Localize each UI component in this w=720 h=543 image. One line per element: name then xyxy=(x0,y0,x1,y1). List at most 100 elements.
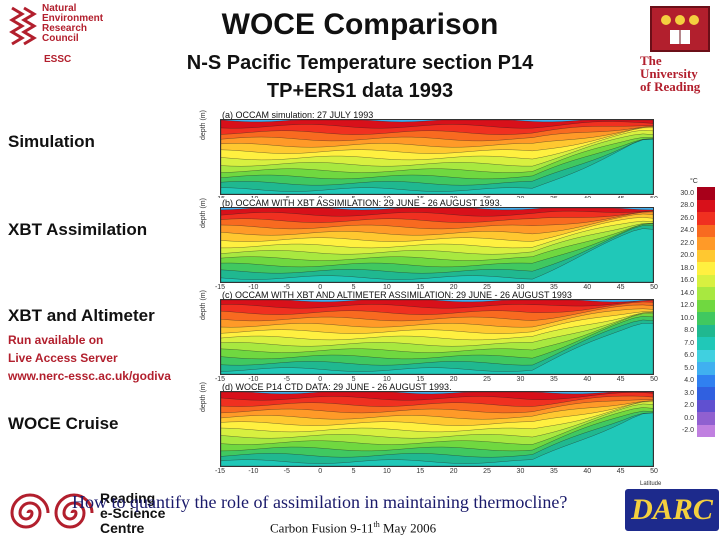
x-tick-label: 40 xyxy=(583,284,592,291)
resc-line: e-Science xyxy=(100,505,166,521)
x-tick-label: -5 xyxy=(283,376,290,383)
x-tick-label: 30 xyxy=(516,376,525,383)
x-tick-label: 50 xyxy=(650,284,658,291)
reading-line: University xyxy=(640,66,698,81)
colorbar-swatch xyxy=(697,187,715,200)
nerc-line: Environment xyxy=(42,13,104,24)
nerc-line: Research xyxy=(42,23,88,34)
nerc-line: Council xyxy=(42,33,79,44)
panel-caption: (d) WOCE P14 CTD DATA: 29 JUNE - 26 AUGU… xyxy=(222,382,452,392)
colorbar-step: 6.0 xyxy=(668,349,718,362)
colorbar-step: 28.0 xyxy=(668,199,718,212)
x-tick-label: -15 xyxy=(214,284,226,291)
temperature-section xyxy=(220,207,654,283)
resc-logo xyxy=(8,488,178,538)
x-tick-label: 0 xyxy=(318,376,323,383)
subtitle-line-1: N-S Pacific Temperature section P14 xyxy=(186,52,534,74)
colorbar-step: 7.0 xyxy=(668,337,718,350)
x-tick-label: 5 xyxy=(351,284,356,291)
colorbar-step: 30.0 xyxy=(668,187,718,200)
isotherm-band xyxy=(221,228,653,282)
colorbar-label: 28.0 xyxy=(680,202,694,210)
colorbar-label: 16.0 xyxy=(680,277,694,285)
colorbar-swatch xyxy=(697,399,715,412)
x-tick-label: 15 xyxy=(416,284,425,291)
colorbar-swatch xyxy=(697,249,715,262)
nerc-swirl-icon xyxy=(9,6,37,46)
temperature-section xyxy=(220,391,654,467)
x-tick-label: 5 xyxy=(351,468,356,475)
run-available-text: Run available on xyxy=(8,333,104,347)
colorbar-step: 24.0 xyxy=(668,224,718,237)
las-text: Live Access Server xyxy=(8,351,118,365)
colorbar-swatch xyxy=(697,349,715,362)
colorbar-swatch xyxy=(697,312,715,325)
x-tick-label: 25 xyxy=(483,284,491,291)
label-simulation: Simulation xyxy=(8,132,95,151)
label-xbt-altimeter: XBT and Altimeter xyxy=(8,306,155,325)
colorbar-label: 14.0 xyxy=(680,289,694,297)
colorbar-label: 10.0 xyxy=(680,314,694,322)
x-tick-label: 50 xyxy=(650,468,658,475)
x-tick-label: 40 xyxy=(583,468,592,475)
colorbar-swatch xyxy=(697,337,715,350)
colorbar-swatch xyxy=(697,374,715,387)
colorbar-step: 12.0 xyxy=(668,299,718,312)
x-tick-label: 20 xyxy=(449,468,458,475)
colorbar-step: 3.0 xyxy=(668,387,718,400)
colorbar-label: 24.0 xyxy=(680,227,694,235)
colorbar-label: 26.0 xyxy=(680,214,694,222)
colorbar-label: 0.0 xyxy=(684,414,694,422)
godiva-link[interactable]: www.nerc-essc.ac.uk/godiva xyxy=(8,369,171,383)
y-axis-label: depth (m) xyxy=(200,198,207,228)
x-tick-label: 20 xyxy=(449,376,458,383)
colorbar-step: 18.0 xyxy=(668,262,718,275)
x-tick-label: 35 xyxy=(549,468,558,475)
colorbar-swatch xyxy=(697,237,715,250)
x-tick-label: 45 xyxy=(616,284,625,291)
x-tick-label: -10 xyxy=(248,376,259,383)
conference-name: Carbon Fusion 9-11 xyxy=(270,520,374,536)
x-tick-label: 45 xyxy=(616,468,625,475)
x-tick-label: 25 xyxy=(483,376,491,383)
colorbar-swatch xyxy=(697,287,715,300)
colorbar-label: 2.0 xyxy=(684,402,694,410)
x-tick-label: -15 xyxy=(214,468,226,475)
x-tick-label: -5 xyxy=(283,468,290,475)
subtitle-line-2: TP+ERS1 data 1993 xyxy=(266,80,454,102)
x-tick-label: 40 xyxy=(583,376,592,383)
y-axis-label: depth (m) xyxy=(200,110,207,140)
colorbar: 30.0 28.0 26.0 24.0 22.0 20.0 18.0 16.0 14.0 12.0… xyxy=(668,187,718,437)
isotherm-band xyxy=(221,319,653,374)
spiral-icon xyxy=(10,493,94,529)
x-tick-label: 35 xyxy=(549,376,558,383)
colorbar-step: 26.0 xyxy=(668,212,718,225)
page-title: WOCE Comparison xyxy=(221,8,499,41)
isotherm-band xyxy=(221,412,653,466)
panel-caption: (c) OCCAM WITH XBT AND ALTIMETER ASSIMIL… xyxy=(222,290,572,300)
x-tick-label: -10 xyxy=(248,284,259,291)
reading-line: of Reading xyxy=(640,79,701,94)
x-tick-label: -10 xyxy=(248,468,259,475)
reading-line: The xyxy=(640,53,662,68)
isotherm-band xyxy=(221,139,653,194)
x-tick-label: 15 xyxy=(416,468,425,475)
colorbar-swatch xyxy=(697,424,715,437)
x-tick-label: 15 xyxy=(416,376,425,383)
resc-line: Centre xyxy=(100,520,145,536)
x-tick-label: -15 xyxy=(214,376,226,383)
colorbar-label: 20.0 xyxy=(680,252,694,260)
nerc-logo: Natural Environment Research Council ESS… xyxy=(8,4,118,65)
colorbar-step: 0.0 xyxy=(668,412,718,425)
temperature-section xyxy=(220,119,654,195)
colorbar-swatch xyxy=(697,212,715,225)
resc-line: Reading xyxy=(100,490,156,506)
y-axis-label: depth (m) xyxy=(200,290,207,320)
x-tick-label: 50 xyxy=(650,376,658,383)
conference-date: May 2006 xyxy=(379,520,437,536)
x-tick-label: 30 xyxy=(516,284,525,291)
x-tick-label: 5 xyxy=(351,376,356,383)
colorbar-swatch xyxy=(697,324,715,337)
x-ticks: -15 -10 -5 0 5 10 15 20 25 30 35 40 45 50 xyxy=(215,284,658,293)
x-ticks: -15 -10 -5 0 5 10 15 20 25 30 35 40 45 50 xyxy=(215,376,658,385)
